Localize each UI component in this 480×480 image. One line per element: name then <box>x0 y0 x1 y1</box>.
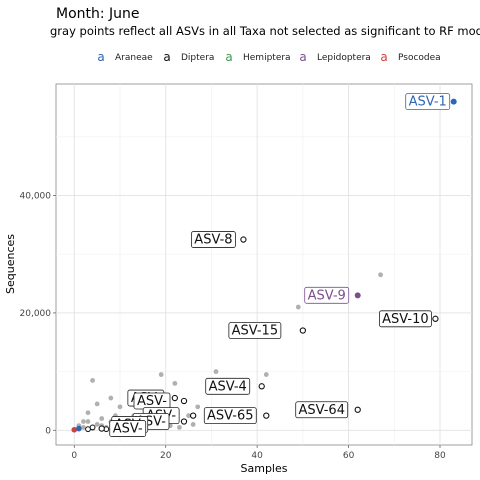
background-point <box>108 395 114 401</box>
asv-label: ASV-1 <box>405 93 451 111</box>
asv-point <box>98 425 105 432</box>
asv-label-text: ASV-1 <box>409 95 447 110</box>
axes: 0 20 40 60 80 0 20,000 40,000 <box>20 192 446 461</box>
legend-label-araneae: Araneae <box>115 53 153 63</box>
asv-label-text: ASV-64 <box>298 403 345 418</box>
legend-key-araneae: a <box>97 50 104 64</box>
asv-label-box <box>203 407 257 425</box>
asv-point <box>354 292 361 299</box>
background-point <box>172 380 178 386</box>
legend-label-hemiptera: Hemiptera <box>243 53 291 63</box>
background-point <box>81 419 86 424</box>
background-point <box>94 422 100 427</box>
asv-label-text: ASV-9 <box>308 288 346 303</box>
legend-key-lepidoptera: a <box>299 50 306 64</box>
legend-key-diptera: a <box>163 50 170 64</box>
background-point <box>158 372 164 377</box>
y-tick-label: 20,000 <box>20 309 52 319</box>
y-tick-label: 0 <box>45 426 51 436</box>
legend-key-psocodea: a <box>380 50 387 64</box>
background-point <box>378 272 383 278</box>
asv-label-box <box>205 377 251 395</box>
asv-point <box>432 315 439 322</box>
background-point <box>186 413 191 419</box>
asv-label-box <box>228 322 282 339</box>
x-tick-label: 80 <box>434 451 446 461</box>
asv-point <box>299 327 307 334</box>
y-tick-label: 40,000 <box>20 192 52 202</box>
asv-label-box <box>304 286 350 304</box>
background-point <box>295 304 301 310</box>
asv-label-text: ASV- <box>137 394 167 409</box>
background-point <box>85 419 91 424</box>
taxa-point <box>76 425 82 432</box>
chart-subtitle: gray points reflect all ASVs in all Taxa… <box>50 24 480 38</box>
asv-point <box>354 406 361 413</box>
x-tick-label: 60 <box>343 451 355 461</box>
asv-label-text: ASV-65 <box>207 409 254 424</box>
background-point <box>213 369 219 375</box>
plot-panel <box>55 83 473 446</box>
background-point <box>99 416 105 421</box>
background-point <box>177 424 182 430</box>
background-point <box>195 404 201 410</box>
asv-label-text: ASV-4 <box>209 379 247 394</box>
asv-label-text: ASV-8 <box>194 233 232 248</box>
asv-label-box <box>405 93 451 111</box>
asv-label-text: ASV-15 <box>232 324 279 339</box>
asv-point <box>180 397 188 405</box>
asv-label-box <box>191 231 236 248</box>
legend: a Araneae a Diptera a Hemiptera a Lepidoptera a P… <box>97 50 440 64</box>
background-point <box>190 422 196 427</box>
asv-label-box <box>379 310 432 328</box>
x-tick-label: 40 <box>251 451 263 461</box>
legend-label-psocodea: Psocodea <box>398 53 441 63</box>
legend-key-hemiptera: a <box>225 50 232 64</box>
asv-label: ASV-15 <box>228 322 282 339</box>
asv-point <box>171 394 179 402</box>
asv-point <box>180 418 188 425</box>
background-point <box>263 372 269 377</box>
asv-label: ASV- <box>109 420 147 437</box>
x-tick-label: 0 <box>71 451 77 461</box>
asv-label-box <box>109 420 147 437</box>
background-point <box>81 424 86 430</box>
asv-label: ASV-8 <box>191 231 236 248</box>
asv-label: ASV- <box>133 392 171 410</box>
asv-point <box>189 412 197 419</box>
chart-title: Month: June <box>56 6 140 22</box>
background-point <box>117 404 123 410</box>
legend-label-diptera: Diptera <box>181 53 214 63</box>
asv-labels: ASV-1 ASV-8 ASV-9 ASV-10 ASV-15 ASV-4 ASV-64 AS… <box>109 93 451 437</box>
asv-point <box>240 236 247 243</box>
y-axis-title: Sequences <box>4 234 17 294</box>
taxa-point <box>71 426 78 433</box>
asv-point <box>263 412 270 419</box>
asv-label: ASV-65 <box>203 407 257 425</box>
taxa-point <box>89 424 96 431</box>
asv-label: ASV-4 <box>205 377 251 395</box>
x-tick-label: 20 <box>160 451 172 461</box>
background-point <box>94 401 100 407</box>
asv-label-box <box>295 401 349 419</box>
x-axis-title: Samples <box>241 462 288 475</box>
asv-point <box>258 383 265 390</box>
asv-label: ASV-64 <box>295 401 349 419</box>
background-point <box>90 378 95 383</box>
asv-label: ASV-9 <box>304 286 350 304</box>
asv-label-text: ASV-10 <box>382 312 429 327</box>
background-point <box>85 410 91 416</box>
asv-label: ASV-10 <box>379 310 432 328</box>
asv-point <box>450 98 457 105</box>
legend-label-lepidoptera: Lepidoptera <box>317 53 371 63</box>
asv-label-text: ASV- <box>113 422 143 437</box>
